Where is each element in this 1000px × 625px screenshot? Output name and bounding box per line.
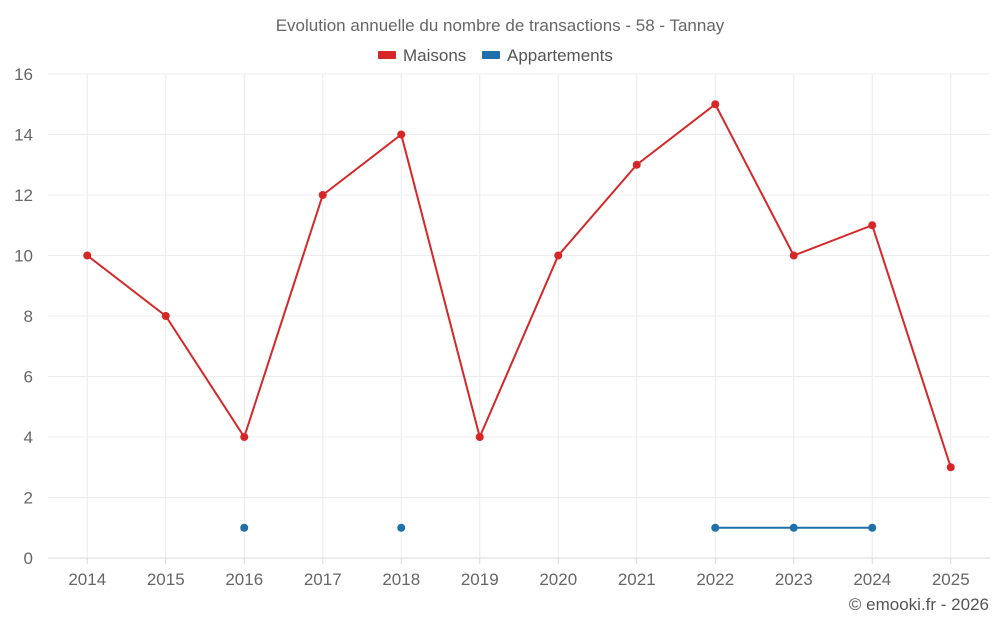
series-line-maisons — [635, 103, 717, 166]
legend-label-appartements[interactable]: Appartements — [507, 46, 613, 65]
series-layer — [83, 100, 955, 532]
legend: Maisons Appartements — [378, 46, 613, 65]
series-maisons — [83, 100, 955, 472]
data-point-maisons[interactable] — [318, 191, 327, 199]
y-tick-label: 10 — [14, 247, 33, 266]
data-point-maisons[interactable] — [475, 433, 484, 441]
series-line-maisons — [86, 254, 167, 317]
data-point-maisons[interactable] — [868, 221, 877, 230]
data-point-maisons[interactable] — [946, 463, 955, 472]
x-tick-label: 2019 — [461, 570, 499, 589]
data-point-appartements[interactable] — [789, 523, 798, 532]
y-tick-label: 4 — [24, 428, 33, 447]
data-point-appartements[interactable] — [868, 523, 877, 532]
y-tick-label: 12 — [14, 186, 33, 205]
series-line-maisons — [400, 133, 481, 438]
x-tick-label: 2020 — [539, 570, 577, 589]
series-line-maisons — [871, 224, 952, 469]
x-tick-label: 2016 — [225, 570, 263, 589]
x-tick-label: 2023 — [775, 570, 813, 589]
series-line-maisons — [478, 254, 560, 438]
data-point-appartements[interactable] — [711, 523, 720, 532]
y-tick-label: 8 — [24, 307, 33, 326]
x-tick-label: 2017 — [304, 570, 342, 589]
gridlines — [48, 73, 990, 559]
chart-title: Evolution annuelle du nombre de transact… — [276, 16, 725, 35]
x-tick-label: 2015 — [147, 570, 185, 589]
legend-label-maisons[interactable]: Maisons — [403, 46, 466, 65]
series-appartements — [240, 523, 877, 532]
data-point-maisons[interactable] — [789, 251, 798, 260]
y-axis-ticks: 0 2 4 6 8 10 12 14 16 — [14, 65, 33, 568]
y-tick-label: 6 — [24, 368, 33, 387]
x-tick-label: 2022 — [696, 570, 734, 589]
series-line-maisons — [321, 133, 403, 196]
x-tick-label: 2021 — [618, 570, 656, 589]
credit-text: © emooki.fr - 2026 — [849, 595, 989, 614]
x-tick-label: 2014 — [68, 570, 106, 589]
series-line-maisons — [557, 163, 638, 257]
y-tick-label: 2 — [24, 489, 33, 508]
data-point-maisons[interactable] — [83, 251, 92, 260]
series-line-maisons — [243, 194, 324, 438]
data-point-maisons[interactable] — [554, 251, 563, 260]
data-point-appartements[interactable] — [240, 523, 249, 532]
series-line-maisons — [792, 224, 874, 257]
data-point-appartements[interactable] — [397, 523, 406, 532]
y-tick-label: 0 — [24, 549, 33, 568]
series-line-maisons — [164, 315, 246, 438]
data-point-maisons[interactable] — [711, 100, 720, 109]
x-tick-label: 2018 — [382, 570, 420, 589]
series-line-maisons — [714, 103, 795, 257]
data-point-maisons[interactable] — [632, 160, 641, 169]
legend-swatch-maisons[interactable] — [378, 51, 396, 59]
x-axis-ticks: 2014 2015 2016 2017 2018 2019 2020 2021 2022 2023… — [68, 558, 970, 589]
x-tick-label: 2025 — [932, 570, 970, 589]
y-tick-label: 16 — [14, 65, 33, 84]
data-point-maisons[interactable] — [240, 433, 249, 441]
data-point-maisons[interactable] — [397, 130, 406, 139]
x-tick-label: 2024 — [853, 570, 891, 589]
y-tick-label: 14 — [14, 126, 33, 145]
data-point-maisons[interactable] — [161, 312, 170, 320]
legend-swatch-appartements[interactable] — [482, 51, 500, 59]
